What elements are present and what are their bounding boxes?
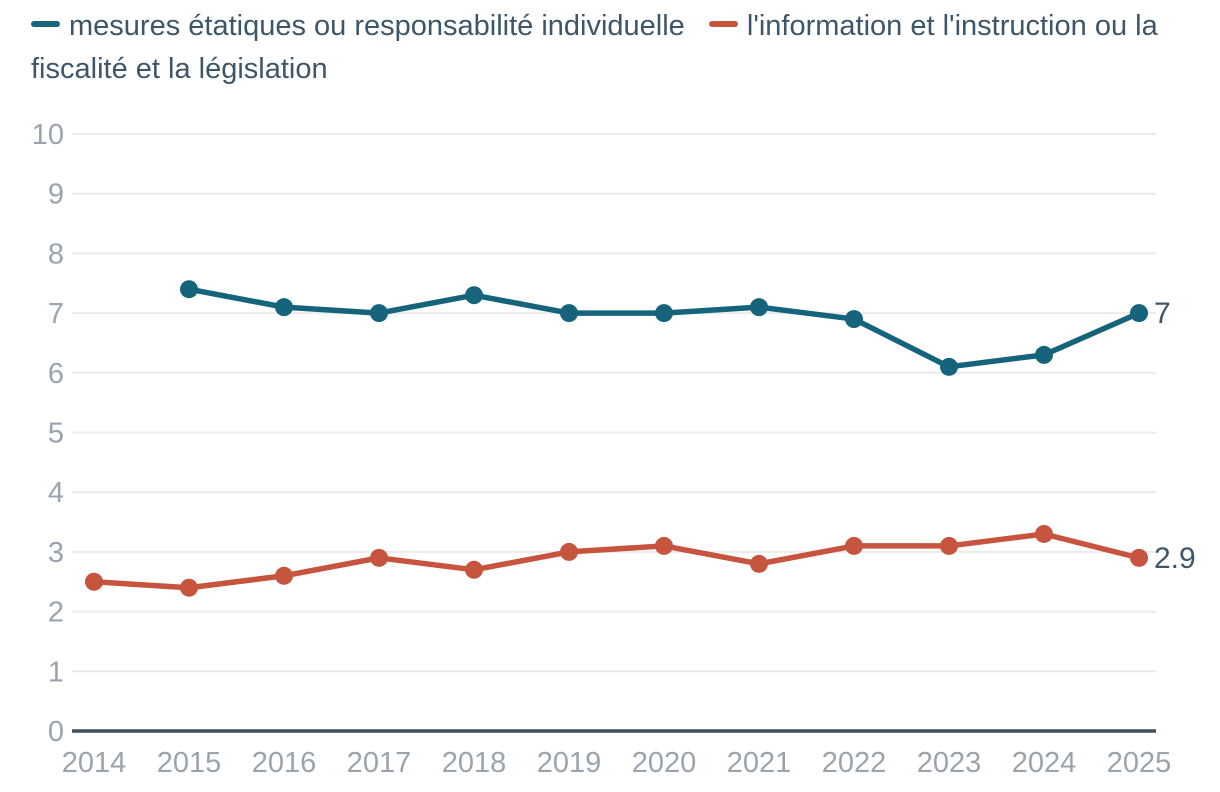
y-tick-label: 6 (48, 358, 64, 390)
series-2-data-point[interactable] (275, 566, 293, 585)
x-tick-label: 2018 (442, 747, 507, 779)
series-2-data-point[interactable] (750, 554, 768, 573)
series-2-dash-icon (708, 21, 738, 28)
y-tick-label: 7 (48, 298, 64, 330)
series-1-data-point[interactable] (465, 286, 483, 305)
series-1-data-point[interactable] (180, 280, 198, 299)
y-tick-label: 1 (48, 656, 64, 688)
legend-item-mesures-etatiques: mesures étatiques ou responsabilité indi… (31, 10, 685, 42)
y-tick-label: 4 (48, 477, 64, 509)
y-tick-label: 5 (48, 418, 64, 450)
series-2-data-point[interactable] (560, 542, 578, 561)
x-tick-label: 2025 (1107, 747, 1172, 779)
series-2-line (91, 531, 1142, 591)
series-1-data-point[interactable] (560, 304, 578, 323)
x-tick-label: 2023 (917, 747, 982, 779)
series-2-data-point[interactable] (940, 536, 958, 555)
series-1-data-point[interactable] (275, 298, 293, 317)
x-tick-label: 2014 (62, 747, 127, 779)
series-1-data-point[interactable] (370, 304, 388, 323)
legend-label-series-1: mesures étatiques ou responsabilité indi… (69, 10, 685, 42)
series-2-end-value-label: 2.9 (1154, 542, 1196, 575)
series-1-data-point[interactable] (1130, 304, 1148, 323)
legend-item-information-instruction: l'information et l'instruction ou la fis… (31, 10, 1158, 85)
x-tick-label: 2017 (347, 747, 412, 779)
y-tick-label: 0 (48, 716, 64, 748)
series-2-data-point[interactable] (180, 578, 198, 597)
series-1-data-point[interactable] (1035, 345, 1053, 364)
x-tick-label: 2016 (252, 747, 317, 779)
x-tick-label: 2019 (537, 747, 602, 779)
series-2-data-point[interactable] (370, 548, 388, 567)
y-tick-label: 2 (48, 597, 64, 629)
series-1-data-point[interactable] (845, 310, 863, 329)
series-2-data-point[interactable] (85, 572, 103, 591)
x-tick-label: 2024 (1012, 747, 1077, 779)
y-tick-label: 9 (48, 179, 64, 211)
series-1-data-point[interactable] (940, 357, 958, 376)
x-tick-label: 2022 (822, 747, 887, 779)
x-tick-label: 2021 (727, 747, 792, 779)
series-1-end-value-label: 7 (1154, 297, 1171, 330)
y-tick-label: 8 (48, 238, 64, 270)
legend-label-series-2: l'information et l'instruction ou la fis… (31, 10, 1158, 85)
series-2-data-point[interactable] (655, 536, 673, 555)
series-1-line (186, 286, 1142, 370)
series-2-data-point[interactable] (465, 560, 483, 579)
y-tick-label: 10 (32, 119, 64, 151)
series-2-data-point[interactable] (845, 536, 863, 555)
series-2-data-point[interactable] (1130, 548, 1148, 567)
series-2-data-point[interactable] (1035, 524, 1053, 543)
x-tick-label: 2015 (157, 747, 222, 779)
series-1-data-point[interactable] (750, 298, 768, 317)
y-tick-label: 3 (48, 537, 64, 569)
series-1-dash-icon (31, 21, 60, 28)
legend: mesures étatiques ou responsabilité indi… (31, 5, 1191, 91)
series-1-data-point[interactable] (655, 304, 673, 323)
x-tick-label: 2020 (632, 747, 697, 779)
